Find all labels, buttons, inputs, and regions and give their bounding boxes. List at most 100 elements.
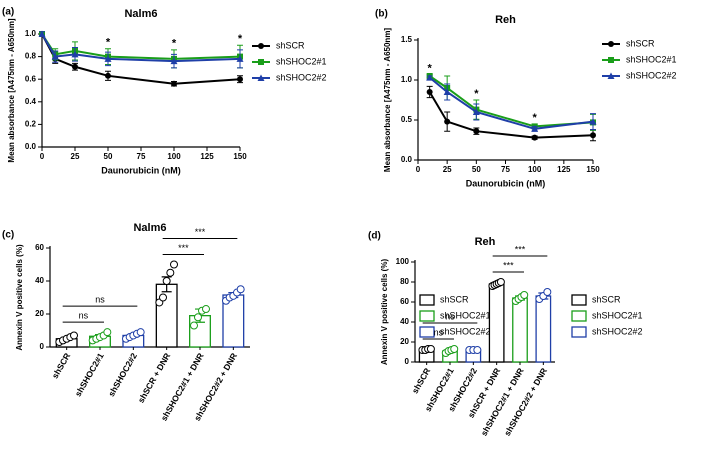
point bbox=[531, 134, 538, 141]
data-point bbox=[543, 288, 552, 296]
significance: *** bbox=[195, 227, 206, 237]
x-tick-label: 0 bbox=[416, 165, 421, 174]
point bbox=[531, 125, 539, 132]
x-axis-label: Daunorubicin (nM) bbox=[101, 165, 181, 175]
data-point bbox=[103, 328, 112, 337]
data-point bbox=[162, 277, 171, 285]
y-tick-label: 1.5 bbox=[401, 35, 413, 44]
point bbox=[443, 88, 451, 95]
chart-title: Reh bbox=[475, 236, 496, 248]
y-axis-label: Annexin V positive cells (%) bbox=[15, 244, 24, 351]
bar bbox=[512, 297, 528, 363]
legend-swatch bbox=[571, 294, 587, 306]
x-tick-label: shSCR bbox=[50, 351, 73, 380]
point bbox=[105, 72, 111, 79]
data-point bbox=[236, 285, 245, 294]
x-tick-label: 25 bbox=[71, 152, 80, 161]
y-tick-label: 0.4 bbox=[25, 97, 37, 106]
point bbox=[473, 128, 480, 135]
x-tick-label: shSCR bbox=[410, 366, 433, 395]
legend-swatch bbox=[571, 310, 587, 322]
point bbox=[472, 108, 480, 115]
point bbox=[258, 59, 264, 65]
x-tick-label: shSHOC2#2 + DNR bbox=[502, 366, 549, 437]
significance: * bbox=[533, 112, 538, 124]
series-line bbox=[41, 33, 241, 85]
y-tick-label: 40 bbox=[35, 276, 44, 285]
significance: *** bbox=[515, 244, 526, 254]
bar bbox=[488, 283, 505, 363]
series-line bbox=[429, 76, 594, 130]
x-tick-label: 75 bbox=[137, 152, 146, 161]
y-tick-label: 0 bbox=[40, 342, 45, 351]
y-tick-label: 100 bbox=[396, 257, 410, 266]
y-tick-label: 20 bbox=[400, 337, 409, 346]
x-tick-label: 125 bbox=[557, 165, 571, 174]
panel-label: (a) bbox=[2, 7, 14, 18]
point bbox=[71, 50, 79, 58]
legend-label: shSCR bbox=[626, 38, 655, 48]
chart-title: Nalm6 bbox=[133, 222, 166, 234]
significance: * bbox=[238, 33, 243, 45]
x-tick-label: shSHOC2#2 bbox=[106, 351, 139, 398]
legend-label: shSCR bbox=[440, 294, 469, 304]
x-tick-label: 150 bbox=[233, 152, 247, 161]
bar bbox=[535, 295, 552, 363]
series-line bbox=[429, 75, 594, 128]
significance: ns bbox=[434, 327, 444, 337]
significance: *** bbox=[178, 243, 189, 253]
x-axis-label: Daunorubicin (nM) bbox=[466, 178, 546, 188]
point bbox=[607, 72, 615, 79]
point bbox=[38, 30, 46, 37]
legend-label: shSHOC2#2 bbox=[276, 72, 327, 82]
data-point bbox=[190, 321, 198, 330]
point bbox=[236, 55, 244, 62]
legend-label: shSHOC2#2 bbox=[440, 326, 491, 336]
legend-swatch bbox=[419, 294, 435, 306]
x-tick-label: 125 bbox=[200, 152, 214, 161]
y-tick-label: 0.8 bbox=[25, 52, 37, 61]
x-tick-label: 75 bbox=[501, 165, 510, 174]
point bbox=[590, 132, 596, 139]
legend-label: shSHOC2#2 bbox=[626, 70, 677, 80]
point bbox=[104, 55, 112, 62]
point bbox=[589, 118, 597, 125]
significance: * bbox=[428, 62, 433, 74]
legend-swatch bbox=[571, 326, 587, 338]
y-axis-label: Mean absorbance [A475nm - A650nm] bbox=[383, 28, 392, 173]
significance: ns bbox=[95, 295, 105, 305]
y-tick-label: 0.0 bbox=[25, 142, 37, 151]
point bbox=[426, 74, 434, 81]
series-line bbox=[41, 33, 241, 63]
point bbox=[170, 57, 178, 65]
data-point bbox=[473, 346, 482, 354]
y-tick-label: 80 bbox=[400, 277, 409, 286]
chart-title: Nalm6 bbox=[124, 8, 157, 20]
y-tick-label: 20 bbox=[35, 309, 44, 318]
data-point bbox=[136, 328, 145, 337]
point bbox=[258, 43, 264, 49]
point bbox=[444, 118, 451, 125]
data-point bbox=[166, 268, 175, 277]
y-tick-label: 40 bbox=[400, 317, 409, 326]
y-axis-label: Mean absorbance [A475nm - A650nm] bbox=[7, 18, 16, 163]
data-point bbox=[202, 305, 210, 314]
data-point bbox=[70, 331, 78, 340]
significance: *** bbox=[503, 260, 514, 270]
data-point bbox=[194, 313, 202, 322]
significance: * bbox=[172, 38, 177, 50]
significance: * bbox=[474, 88, 479, 100]
y-tick-label: 0.5 bbox=[401, 115, 413, 124]
data-point bbox=[450, 345, 459, 353]
legend-label: shSHOC2#1 bbox=[592, 310, 643, 320]
y-tick-label: 0.6 bbox=[25, 74, 37, 83]
x-tick-label: 150 bbox=[586, 165, 600, 174]
x-tick-label: shSCR + DNR bbox=[136, 351, 173, 404]
y-tick-label: 1.0 bbox=[401, 75, 413, 84]
y-tick-label: 0.0 bbox=[401, 155, 413, 164]
bar bbox=[155, 283, 178, 348]
significance: * bbox=[106, 37, 111, 49]
data-point bbox=[520, 291, 529, 299]
x-tick-label: shSHOC2#1 bbox=[73, 351, 106, 398]
